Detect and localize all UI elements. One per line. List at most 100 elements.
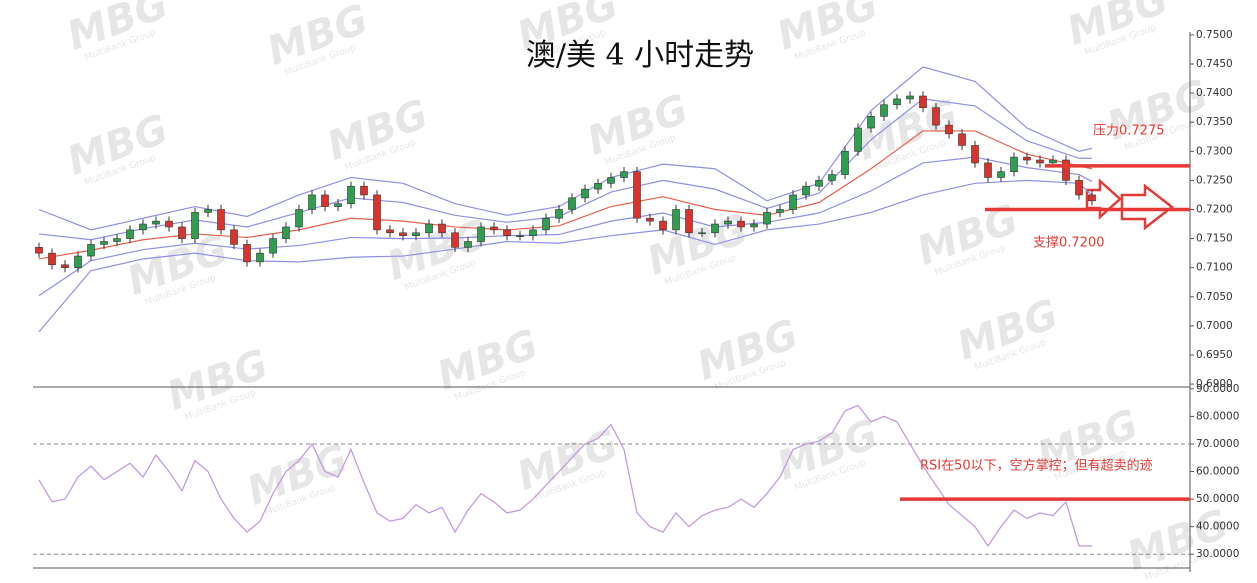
candle-body — [997, 171, 1005, 178]
candle-body — [269, 238, 277, 254]
candle-body — [490, 226, 498, 231]
y-tick-label: 0.7400 — [1196, 87, 1233, 99]
candle-body — [789, 194, 797, 210]
candle-body — [165, 220, 173, 228]
y-tick-label: 0.7350 — [1196, 116, 1233, 128]
level-label: 压力0.7275 — [1093, 124, 1165, 139]
band-line — [38, 156, 1093, 297]
candle-body — [321, 194, 329, 207]
candle-body — [828, 174, 836, 181]
candle-body — [438, 223, 446, 234]
candle-body — [295, 209, 303, 228]
candle-body — [1075, 180, 1083, 196]
candle-body — [854, 127, 862, 152]
y-tick-label: 70.0000 — [1196, 438, 1239, 450]
candle-body — [48, 252, 56, 266]
candle-body — [373, 194, 381, 231]
candle-body — [61, 264, 69, 268]
y-tick-label: 80.0000 — [1196, 410, 1239, 422]
candle-body — [334, 203, 342, 207]
y-tick-label: 90.0000 — [1196, 383, 1239, 395]
candle-body — [516, 235, 524, 237]
candle-body — [217, 209, 225, 231]
y-tick-label: 0.7200 — [1196, 204, 1233, 216]
chart-title: 澳/美 4 小时走势 — [526, 38, 754, 73]
y-tick-label: 0.6950 — [1196, 349, 1233, 361]
candle-body — [802, 185, 810, 196]
candle-body — [347, 185, 355, 204]
candle-body — [568, 197, 576, 210]
y-tick-label: 50.0000 — [1196, 493, 1239, 505]
candle-body — [893, 98, 901, 106]
candle-body — [1049, 159, 1057, 164]
candle-body — [1036, 159, 1044, 164]
band-line — [38, 179, 1093, 333]
candle-body — [958, 133, 966, 146]
candle-body — [750, 223, 758, 228]
candle-body — [711, 223, 719, 234]
candle-body — [607, 177, 615, 184]
candle-body — [451, 232, 459, 248]
candle-body — [191, 212, 199, 239]
candle-body — [256, 252, 264, 263]
candle-body — [243, 244, 251, 263]
y-tick-label: 0.7500 — [1196, 29, 1233, 41]
candle-body — [282, 226, 290, 239]
y-tick-label: 0.7150 — [1196, 233, 1233, 245]
candle-body — [815, 180, 823, 187]
candle-body — [412, 232, 420, 236]
candle-body — [698, 232, 706, 235]
candle-body — [971, 145, 979, 164]
y-tick-label: 0.7000 — [1196, 320, 1233, 332]
candle-body — [204, 209, 212, 213]
candle-body — [945, 124, 953, 135]
candle-body — [555, 209, 563, 219]
candle-body — [113, 238, 121, 242]
candle-body — [100, 241, 108, 245]
y-tick-label: 40.0000 — [1196, 521, 1239, 533]
level-label: RSI在50以下，空方掌控；但有超卖的迹 — [920, 458, 1153, 474]
candle-body — [126, 229, 134, 239]
candle-body — [841, 151, 849, 175]
y-tick-label: 0.7050 — [1196, 291, 1233, 303]
y-tick-label: 0.7450 — [1196, 58, 1233, 70]
y-tick-label: 30.0000 — [1196, 548, 1239, 560]
candle-body — [542, 217, 550, 231]
candle-body — [984, 162, 992, 178]
y-tick-label: 0.6900 — [1196, 378, 1233, 390]
rsi-line — [38, 404, 1092, 548]
candle-body — [35, 247, 43, 254]
candle-body — [74, 255, 82, 268]
candle-body — [1088, 194, 1096, 202]
y-tick-label: 0.7100 — [1196, 262, 1233, 274]
candle-body — [685, 209, 693, 234]
candle-body — [932, 107, 940, 126]
candle-body — [867, 116, 875, 129]
candle-body — [477, 226, 485, 242]
candle-body — [594, 183, 602, 190]
candle-body — [581, 188, 589, 199]
candle-body — [646, 217, 654, 222]
y-tick-label: 0.7300 — [1196, 145, 1233, 157]
candle-body — [620, 171, 628, 178]
candle-body — [659, 220, 667, 231]
candle-body — [880, 104, 888, 117]
candle-body — [386, 229, 394, 234]
candle-body — [87, 244, 95, 257]
candle-body — [919, 95, 927, 108]
candle-body — [737, 220, 745, 228]
